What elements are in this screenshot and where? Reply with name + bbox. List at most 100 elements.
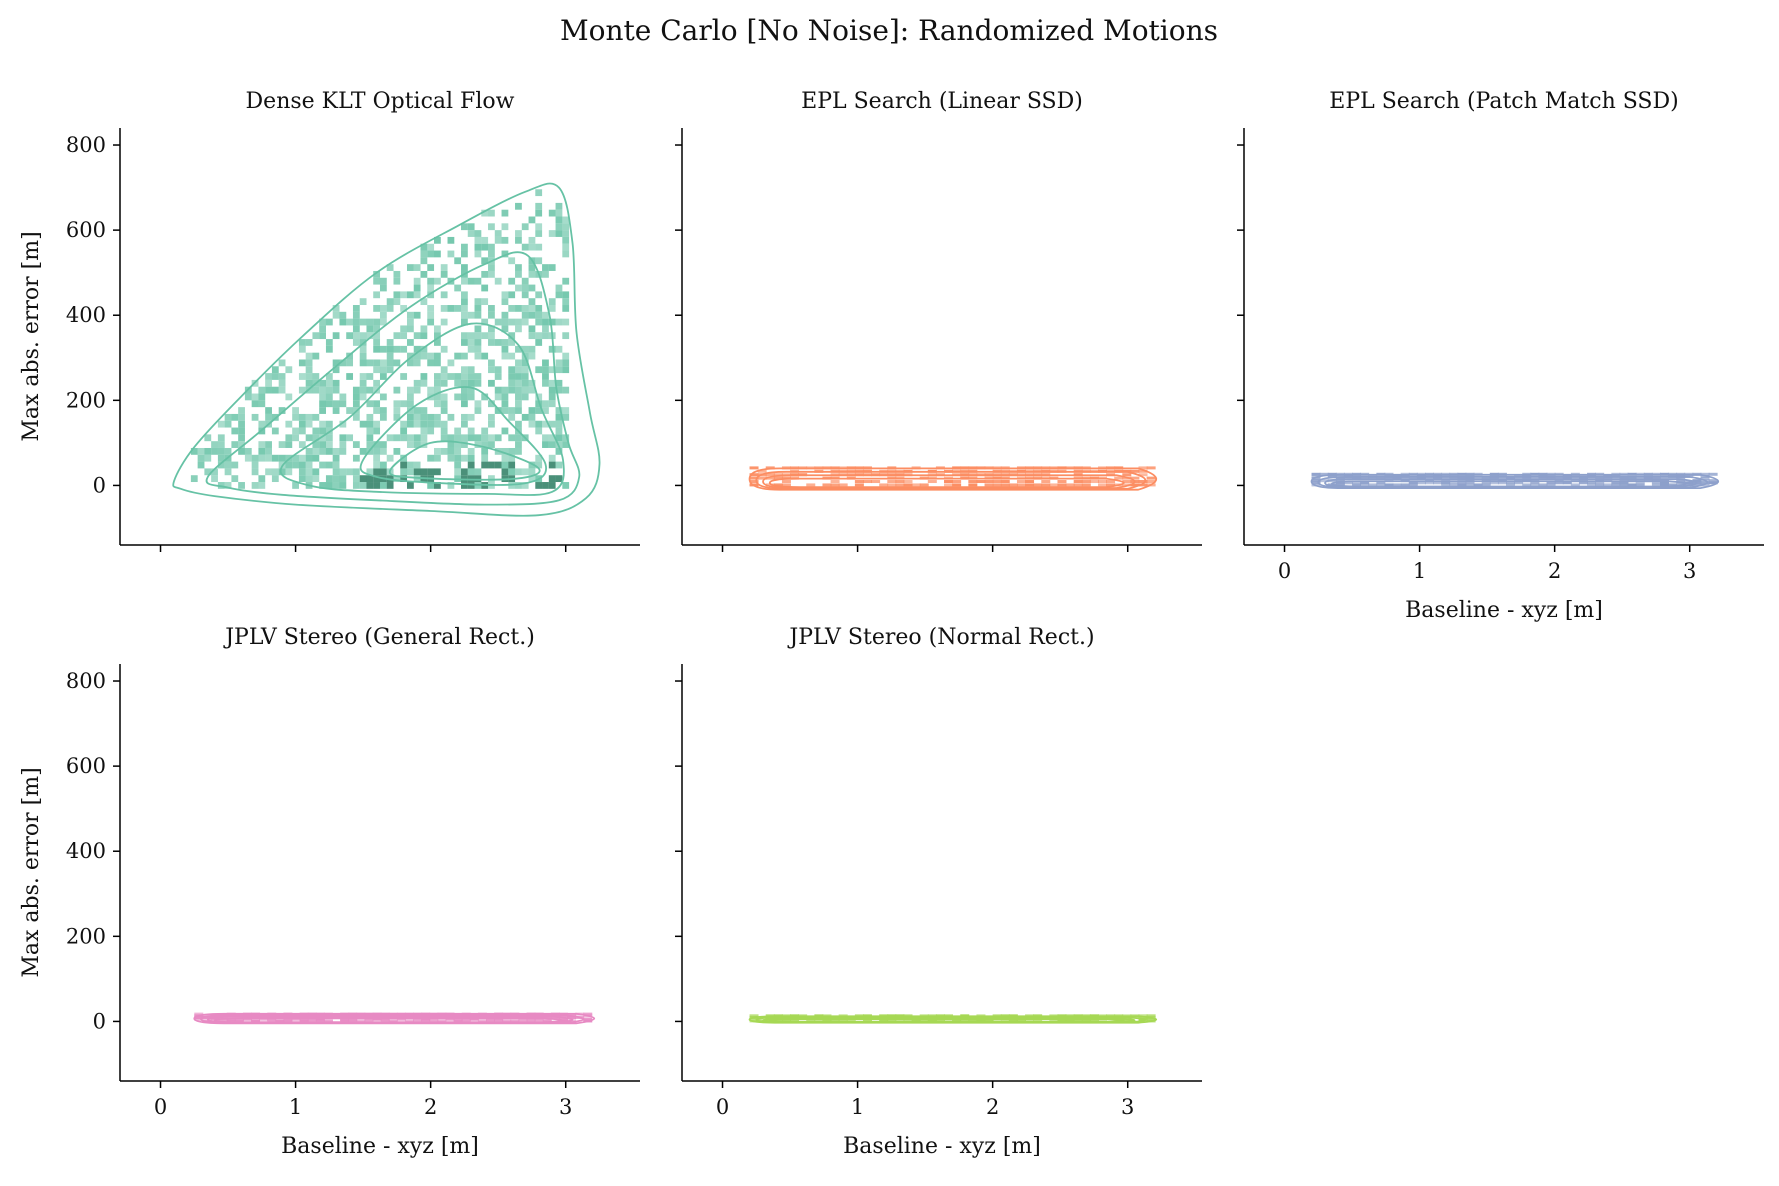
heatmap-cell <box>548 305 556 312</box>
heatmap-cell <box>548 482 556 489</box>
heatmap-cell <box>447 447 455 455</box>
heatmap-cell <box>325 482 333 489</box>
heatmap-cell <box>238 420 245 428</box>
heatmap-cell <box>508 413 516 421</box>
heatmap-cell <box>325 400 333 408</box>
heatmap-cell <box>781 1019 791 1023</box>
heatmap-cell <box>1692 479 1702 483</box>
heatmap-cell <box>332 475 340 483</box>
heatmap-cell <box>352 400 360 408</box>
heatmap-cell <box>1311 477 1321 481</box>
heatmap-cell <box>231 413 239 421</box>
y-tick-label: 0 <box>93 473 106 497</box>
heatmap-cell <box>467 482 475 489</box>
heatmap-cell <box>386 359 394 367</box>
heatmap-cell <box>488 311 495 319</box>
heatmap-cell <box>440 400 448 408</box>
heatmap-cell <box>332 386 340 394</box>
heatmap-cell <box>332 332 340 340</box>
heatmap-cell <box>352 441 360 448</box>
data-layer <box>748 1014 1158 1024</box>
heatmap-cell <box>488 332 495 340</box>
heatmap-cell <box>283 1019 293 1023</box>
heatmap-cell <box>481 447 489 455</box>
heatmap-cell <box>515 373 522 380</box>
heatmap-cell <box>1098 480 1107 484</box>
heatmap-cell <box>373 454 381 462</box>
heatmap-cell <box>1708 472 1718 476</box>
heatmap-cell <box>217 454 225 462</box>
heatmap-cell <box>508 366 516 374</box>
heatmap-cell <box>830 1019 840 1023</box>
heatmap-cell <box>217 447 225 455</box>
heatmap-cell <box>319 318 326 326</box>
heatmap-cell <box>373 318 381 326</box>
heatmap-cell <box>373 366 381 374</box>
heatmap-cell <box>319 393 326 401</box>
heatmap-cell <box>501 291 509 299</box>
heatmap-cell <box>224 447 232 455</box>
heatmap-cell <box>515 482 522 489</box>
heatmap-cell <box>548 379 556 387</box>
heatmap-cell <box>992 480 1002 484</box>
heatmap-cell <box>467 332 475 340</box>
heatmap-cell <box>386 454 394 462</box>
heatmap-cell <box>364 1019 374 1023</box>
heatmap-cell <box>474 243 482 251</box>
heatmap-cell <box>413 461 421 469</box>
heatmap-cell <box>806 483 816 487</box>
heatmap-cell <box>265 373 272 380</box>
heatmap-cell <box>1376 483 1386 487</box>
heatmap-cell <box>854 480 864 484</box>
heatmap-cell <box>474 305 482 312</box>
heatmap-cell <box>488 264 495 271</box>
heatmap-cell <box>454 427 462 435</box>
y-tick-label: 400 <box>66 303 106 327</box>
panel-1: Dense KLT Optical Flow 0 200 400 600 800 Max a… <box>19 89 640 552</box>
heatmap-cell <box>379 311 387 319</box>
heatmap-cell <box>1057 480 1067 484</box>
heatmap-cell <box>258 454 266 462</box>
heatmap-cell <box>292 461 299 469</box>
heatmap-cell <box>413 332 421 340</box>
heatmap-cell <box>528 243 536 251</box>
heatmap-cell <box>366 373 374 380</box>
x-axis-label: Baseline - xyz [m] <box>843 1134 1041 1159</box>
heatmap-cell <box>1546 481 1556 485</box>
heatmap-cell <box>461 277 468 285</box>
heatmap-cell <box>420 407 428 414</box>
heatmap-cell <box>298 413 306 421</box>
heatmap-cell <box>515 393 522 401</box>
heatmap-cell <box>298 468 306 476</box>
heatmap-cell <box>583 1012 593 1016</box>
heatmap-cell <box>1676 479 1686 483</box>
heatmap-cell <box>461 468 468 476</box>
heatmap-cell <box>285 393 293 401</box>
heatmap-cell <box>1595 483 1605 487</box>
heatmap-cell <box>211 447 218 455</box>
heatmap-cell <box>548 298 556 306</box>
heatmap-cell <box>359 386 367 394</box>
heatmap-cell <box>325 379 333 387</box>
heatmap-cell <box>440 393 448 401</box>
heatmap-cell <box>217 461 225 469</box>
heatmap-cell <box>461 298 468 306</box>
heatmap-cell <box>217 434 225 442</box>
heatmap-cell <box>521 223 529 231</box>
x-tick-label: 2 <box>986 1095 999 1119</box>
heatmap-cell <box>528 352 536 360</box>
heatmap-cell <box>454 447 462 455</box>
heatmap-cell <box>393 407 401 414</box>
heatmap-cell <box>481 441 489 448</box>
heatmap-cell <box>1416 481 1426 485</box>
heatmap-cell <box>1578 481 1588 485</box>
heatmap-cell <box>542 373 549 380</box>
heatmap-cell <box>502 1019 512 1023</box>
heatmap-cell <box>359 482 367 489</box>
heatmap-cell <box>474 352 482 360</box>
heatmap-cell <box>393 332 401 340</box>
heatmap-cell <box>562 386 570 394</box>
heatmap-cell <box>298 461 306 469</box>
heatmap-cell <box>1619 483 1629 487</box>
heatmap-cell <box>346 468 354 476</box>
